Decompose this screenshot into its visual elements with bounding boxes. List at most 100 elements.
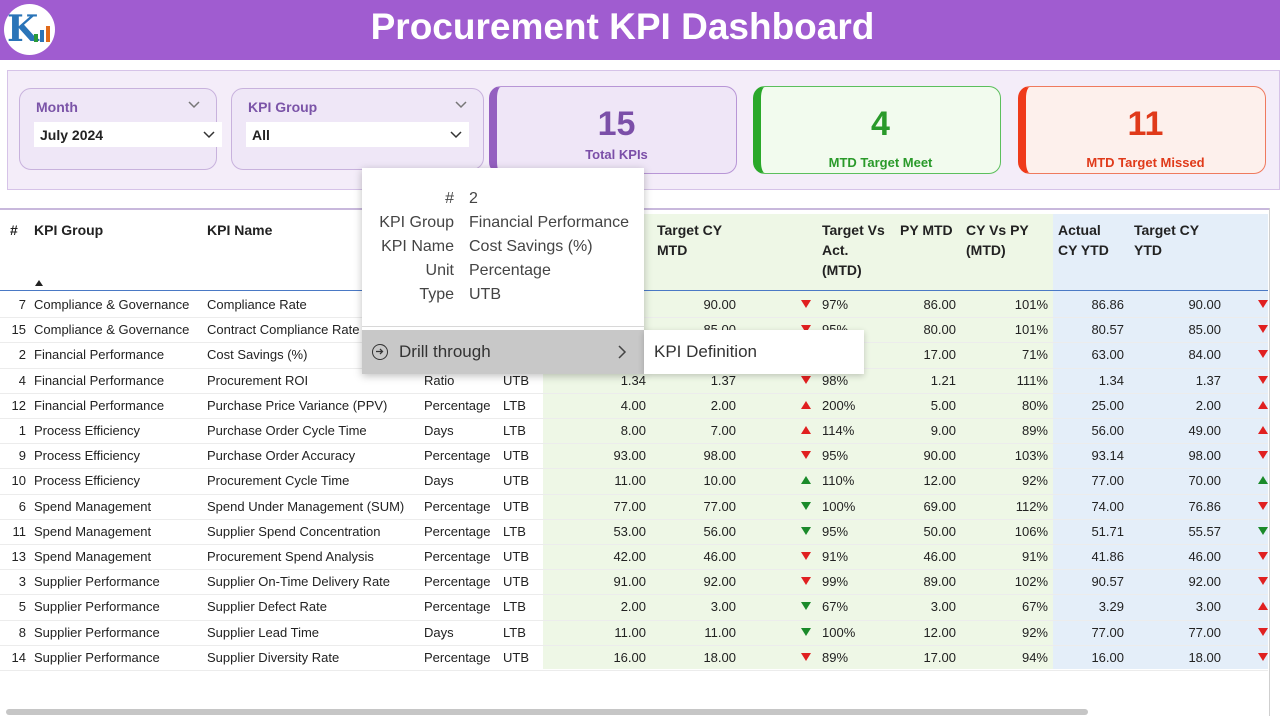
cell-cvp[interactable]: 67% [1021, 599, 1048, 615]
drill-through-menu-item[interactable]: Drill through [362, 330, 644, 374]
cell-target-mtd[interactable]: 3.00 [710, 599, 736, 615]
cell-py[interactable]: 9.00 [930, 423, 956, 438]
cell-actual-ytd[interactable]: 63.00 [1091, 347, 1124, 363]
cell-name[interactable]: Supplier Defect Rate [207, 599, 327, 615]
cell-name[interactable]: Spend Under Management (SUM) [207, 498, 405, 514]
chevron-down-icon[interactable] [449, 128, 463, 142]
cell-target-mtd[interactable]: 10.00 [703, 473, 736, 489]
cell-py[interactable]: 17.00 [923, 347, 956, 363]
cell-type[interactable]: UTB [503, 574, 529, 590]
header-py-mtd[interactable]: PY MTD [900, 222, 953, 238]
cell-group[interactable]: Financial Performance [34, 347, 165, 363]
cell-target-ytd[interactable]: 85.00 [1188, 322, 1221, 338]
cell-tva[interactable]: 91% [822, 549, 849, 564]
cell-type[interactable]: LTB [503, 624, 526, 640]
cell-type[interactable]: UTB [503, 498, 529, 514]
cell-tva[interactable]: 89% [822, 649, 849, 665]
cell-cvp[interactable]: 92% [1021, 624, 1048, 640]
cell-num[interactable]: 15 [11, 322, 26, 338]
month-slicer[interactable]: Month July 2024 [19, 88, 222, 170]
cell-name[interactable]: Procurement Cycle Time [207, 473, 350, 489]
cell-py[interactable]: 12.00 [923, 624, 956, 640]
cell-unit[interactable]: Percentage [424, 523, 491, 539]
cell-name[interactable]: Procurement Spend Analysis [207, 549, 374, 564]
cell-num[interactable]: 3 [18, 574, 26, 590]
cell-actual-ytd[interactable]: 51.71 [1091, 523, 1124, 539]
cell-target-ytd[interactable]: 1.37 [1195, 372, 1221, 388]
cell-cvp[interactable]: 80% [1021, 397, 1048, 413]
cell-target-ytd[interactable]: 90.00 [1188, 297, 1221, 312]
cell-num[interactable]: 5 [18, 599, 26, 615]
cell-type[interactable]: UTB [503, 448, 529, 464]
cell-name[interactable]: Compliance Rate [207, 297, 307, 312]
cell-actual-ytd[interactable]: 93.14 [1091, 448, 1124, 464]
cell-type[interactable]: UTB [503, 372, 529, 388]
cell-target-ytd[interactable]: 76.86 [1188, 498, 1221, 514]
cell-target-mtd[interactable]: 98.00 [703, 448, 736, 464]
cell-unit[interactable]: Days [424, 473, 454, 489]
cell-target-mtd[interactable]: 11.00 [704, 624, 736, 640]
cell-name[interactable]: Purchase Order Cycle Time [207, 423, 367, 438]
sort-ascending-icon[interactable] [35, 280, 43, 286]
cell-cvp[interactable]: 101% [1014, 322, 1048, 338]
cell-tva[interactable]: 95% [822, 523, 849, 539]
cell-cvp[interactable]: 106% [1014, 523, 1048, 539]
cell-num[interactable]: 13 [11, 549, 26, 564]
cell-target-ytd[interactable]: 46.00 [1188, 549, 1221, 564]
cell-name[interactable]: Contract Compliance Rate [207, 322, 360, 338]
cell-group[interactable]: Spend Management [34, 549, 152, 564]
cell-tva[interactable]: 114% [822, 423, 855, 438]
cell-target-mtd[interactable]: 90.00 [703, 297, 736, 312]
chevron-down-icon[interactable] [187, 98, 201, 112]
cell-actual-mtd[interactable]: 42.00 [613, 549, 646, 564]
cell-num[interactable]: 10 [11, 473, 26, 489]
cell-unit[interactable]: Percentage [424, 574, 491, 590]
cell-target-mtd[interactable]: 56.00 [703, 523, 736, 539]
cell-py[interactable]: 90.00 [923, 448, 956, 464]
cell-unit[interactable]: Percentage [424, 448, 491, 464]
cell-num[interactable]: 8 [18, 624, 26, 640]
cell-actual-mtd[interactable]: 1.34 [620, 372, 646, 388]
cell-name[interactable]: Procurement ROI [207, 372, 309, 388]
cell-target-ytd[interactable]: 77.00 [1188, 624, 1221, 640]
cell-cvp[interactable]: 89% [1021, 423, 1048, 438]
cell-actual-mtd[interactable]: 2.00 [620, 599, 646, 615]
chevron-down-icon[interactable] [454, 98, 468, 112]
cell-num[interactable]: 12 [11, 397, 26, 413]
cell-actual-mtd[interactable]: 53.00 [613, 523, 646, 539]
cell-target-mtd[interactable]: 2.00 [710, 397, 736, 413]
cell-num[interactable]: 2 [18, 347, 26, 363]
cell-py[interactable]: 3.00 [930, 599, 956, 615]
cell-actual-ytd[interactable]: 1.34 [1098, 372, 1124, 388]
cell-tva[interactable]: 95% [822, 448, 849, 464]
cell-py[interactable]: 1.21 [930, 372, 956, 388]
cell-py[interactable]: 17.00 [923, 649, 956, 665]
cell-num[interactable]: 7 [18, 297, 26, 312]
cell-unit[interactable]: Percentage [424, 599, 491, 615]
cell-tva[interactable]: 110% [822, 473, 855, 489]
cell-cvp[interactable]: 101% [1014, 297, 1048, 312]
cell-actual-mtd[interactable]: 16.00 [613, 649, 646, 665]
cell-num[interactable]: 6 [18, 498, 26, 514]
cell-target-mtd[interactable]: 1.37 [710, 372, 736, 388]
cell-target-mtd[interactable]: 46.00 [703, 549, 736, 564]
cell-unit[interactable]: Ratio [424, 372, 455, 388]
cell-num[interactable]: 1 [18, 423, 26, 438]
cell-unit[interactable]: Days [424, 624, 454, 640]
cell-cvp[interactable]: 111% [1016, 372, 1048, 388]
cell-target-mtd[interactable]: 7.00 [710, 423, 736, 438]
cell-actual-ytd[interactable]: 56.00 [1091, 423, 1124, 438]
kpi-definition-menu-item[interactable]: KPI Definition [654, 342, 757, 361]
cell-group[interactable]: Supplier Performance [34, 574, 160, 590]
horizontal-scrollbar[interactable] [6, 709, 1088, 715]
cell-py[interactable]: 5.00 [930, 397, 956, 413]
cell-actual-mtd[interactable]: 91.00 [613, 574, 646, 590]
cell-cvp[interactable]: 103% [1014, 448, 1048, 464]
cell-group[interactable]: Spend Management [34, 523, 152, 539]
cell-unit[interactable]: Percentage [424, 397, 491, 413]
cell-target-ytd[interactable]: 18.00 [1188, 649, 1221, 665]
cell-target-mtd[interactable]: 18.00 [703, 649, 736, 665]
cell-unit[interactable]: Percentage [424, 549, 491, 564]
cell-target-ytd[interactable]: 92.00 [1188, 574, 1221, 590]
cell-py[interactable]: 50.00 [923, 523, 956, 539]
